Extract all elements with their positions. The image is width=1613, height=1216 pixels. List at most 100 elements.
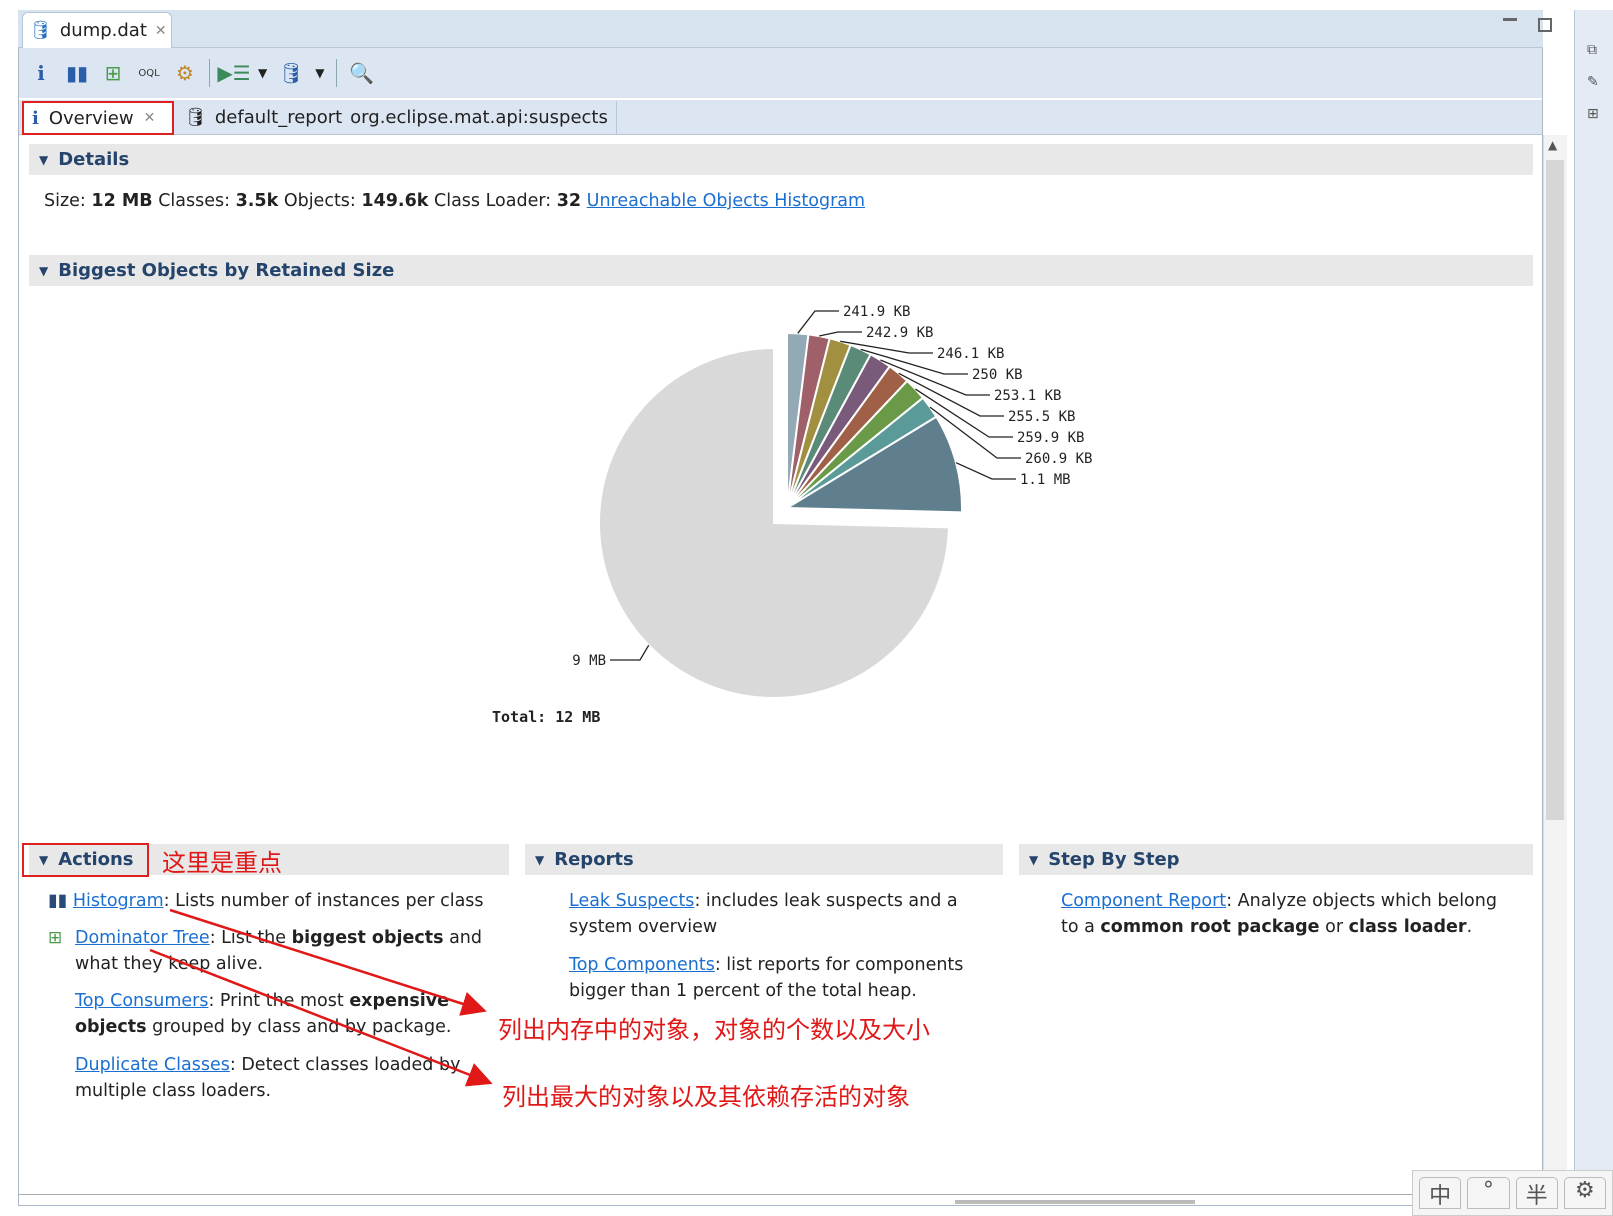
report-top-components: Top Components: list reports for compone… — [569, 952, 989, 1004]
top-components-desc: : list reports for components bigger tha… — [569, 955, 964, 1001]
ime-width-toggle[interactable]: 半 — [1515, 1177, 1558, 1209]
action-top-consumers: Top Consumers: Print the most expensive … — [75, 988, 495, 1040]
pie-leader-line — [860, 348, 968, 375]
size-value: 12 MB — [91, 191, 153, 211]
pie-slice-label: 1.1 MB — [1020, 472, 1071, 488]
step-by-step-title: Step By Step — [1048, 849, 1180, 870]
action-histogram: ▮▮ Histogram: Lists number of instances … — [48, 888, 498, 914]
database-icon: 🛢 — [29, 20, 52, 41]
oql-icon[interactable]: OQL — [138, 67, 160, 79]
duplicate-classes-link[interactable]: Duplicate Classes — [75, 1055, 230, 1075]
loader-label: Class Loader: — [433, 191, 552, 211]
dominator-desc-1: : List the — [209, 928, 292, 948]
actions-header[interactable]: ▼ Actions — [29, 844, 509, 875]
collapse-triangle-icon: ▼ — [1029, 852, 1039, 867]
dominator-desc-bold: biggest objects — [291, 928, 444, 948]
reports-header[interactable]: ▼ Reports — [525, 844, 1003, 875]
details-title: Details — [58, 149, 130, 170]
collapse-triangle-icon: ▼ — [39, 152, 49, 167]
duplicate-classes-desc: : Detect classes loaded by multiple clas… — [75, 1055, 461, 1101]
scroll-up-icon[interactable]: ▲ — [1548, 138, 1558, 152]
editor-tab-bar — [18, 10, 1543, 48]
pie-slice-label: 260.9 KB — [1025, 451, 1092, 467]
pie-slice-label: 9 MB — [572, 653, 606, 669]
histogram-annotation: 列出内存中的对象，对象的个数以及大小 — [498, 1016, 930, 1044]
close-icon[interactable]: ✕ — [154, 22, 167, 39]
component-desc-bold-1: common root package — [1100, 917, 1320, 937]
maximize-button[interactable] — [1538, 18, 1552, 32]
pie-slice-label: 246.1 KB — [937, 346, 1004, 362]
heap-dump-overview-gear-icon[interactable]: ⚙ — [176, 61, 194, 85]
dominator-annotation: 列出最大的对象以及其依赖存活的对象 — [502, 1083, 910, 1111]
loader-value: 32 — [556, 191, 582, 211]
pie-leader-line — [840, 340, 933, 354]
actions-title: Actions — [58, 849, 134, 870]
top-consumers-desc-1: : Print the most — [208, 991, 349, 1011]
tab-default-report[interactable]: 🛢 default_report org.eclipse.mat.api:sus… — [176, 101, 617, 134]
histogram-icon[interactable]: ▮▮ — [65, 61, 88, 85]
pie-leader-line — [880, 359, 990, 396]
ime-chinese-toggle[interactable]: 中 — [1419, 1177, 1462, 1209]
top-components-link[interactable]: Top Components — [569, 955, 715, 975]
top-consumers-link[interactable]: Top Consumers — [75, 991, 209, 1011]
pie-slice-label: 250 KB — [972, 367, 1023, 383]
toolbar-separator — [209, 59, 210, 87]
close-icon[interactable]: ✕ — [143, 110, 156, 126]
pie-total-label: Total: 12 MB — [492, 708, 601, 726]
dominator-desc-2: and what they keep alive. — [75, 928, 483, 974]
step-component-report: Component Report: Analyze objects which … — [1061, 888, 1511, 940]
side-panel-icons[interactable]: ⧉ ✎ ⊞ — [1587, 42, 1599, 122]
pie-leader-line — [610, 644, 650, 661]
pie-slice — [598, 346, 950, 699]
minimize-button[interactable] — [1503, 18, 1517, 21]
collapse-triangle-icon: ▼ — [39, 263, 49, 278]
unreachable-histogram-link[interactable]: Unreachable Objects Histogram — [586, 191, 866, 211]
editor-tab-title: dump.dat — [59, 20, 147, 41]
info-icon: i — [32, 107, 39, 129]
ime-punctuation-toggle[interactable]: ° — [1467, 1177, 1510, 1209]
ime-settings-icon[interactable]: ⚙ — [1563, 1177, 1606, 1209]
pie-slice-label: 255.5 KB — [1008, 409, 1075, 425]
pie-slice-label: 259.9 KB — [1017, 430, 1084, 446]
pie-leader-line — [955, 462, 1016, 480]
info-icon[interactable]: i — [37, 61, 45, 85]
scrollbar-thumb[interactable] — [1546, 160, 1564, 820]
arrow-histogram — [169, 908, 487, 1016]
dominator-tree-icon[interactable]: ⊞ — [104, 61, 122, 85]
search-icon[interactable]: 🔍 — [349, 61, 374, 85]
step-by-step-header[interactable]: ▼ Step By Step — [1019, 844, 1533, 875]
pie-leader-line — [898, 372, 1004, 417]
actions-highlight-box — [22, 843, 149, 877]
reports-title: Reports — [554, 849, 634, 870]
report-icon[interactable]: 🛢 — [278, 61, 304, 85]
horizontal-scrollbar-thumb[interactable] — [955, 1200, 1195, 1204]
leak-suspects-link[interactable]: Leak Suspects — [569, 891, 695, 911]
pie-leader-line — [819, 331, 862, 337]
collapse-triangle-icon: ▼ — [39, 852, 49, 867]
pie-leader-line — [797, 310, 839, 334]
histogram-link[interactable]: Histogram — [72, 891, 164, 911]
details-header[interactable]: ▼ Details — [29, 144, 1533, 175]
toolbar-separator — [336, 59, 338, 87]
action-duplicate-classes: Duplicate Classes: Detect classes loaded… — [75, 1052, 475, 1104]
action-dominator-tree: Dominator Tree: List the biggest objects… — [75, 925, 495, 977]
biggest-objects-header[interactable]: ▼ Biggest Objects by Retained Size — [29, 255, 1533, 286]
editor-tab-dump[interactable]: 🛢 dump.dat ✕ — [22, 12, 172, 48]
tab-overview[interactable]: i Overview ✕ — [22, 101, 174, 135]
pie-slice-label: 242.9 KB — [866, 325, 933, 341]
run-query-icon[interactable]: ▶☰ — [217, 61, 251, 85]
details-line: Size: 12 MB Classes: 3.5k Objects: 149.6… — [44, 188, 865, 214]
component-report-link[interactable]: Component Report — [1061, 891, 1227, 911]
chevron-down-icon[interactable]: ▼ — [258, 66, 268, 80]
size-label: Size: — [44, 191, 86, 211]
chevron-down-icon[interactable]: ▼ — [315, 66, 325, 80]
top-consumers-desc-bold: expensive objects — [75, 991, 450, 1037]
leak-suspects-desc: : includes leak suspects and a system ov… — [569, 891, 958, 937]
dominator-tree-link[interactable]: Dominator Tree — [75, 928, 210, 948]
ime-toolbar: 中 ° 半 ⚙ — [1412, 1170, 1613, 1216]
classes-label: Classes: — [158, 191, 231, 211]
histogram-icon: ▮▮ — [48, 891, 68, 911]
component-desc-bold-2: class loader — [1348, 917, 1467, 937]
